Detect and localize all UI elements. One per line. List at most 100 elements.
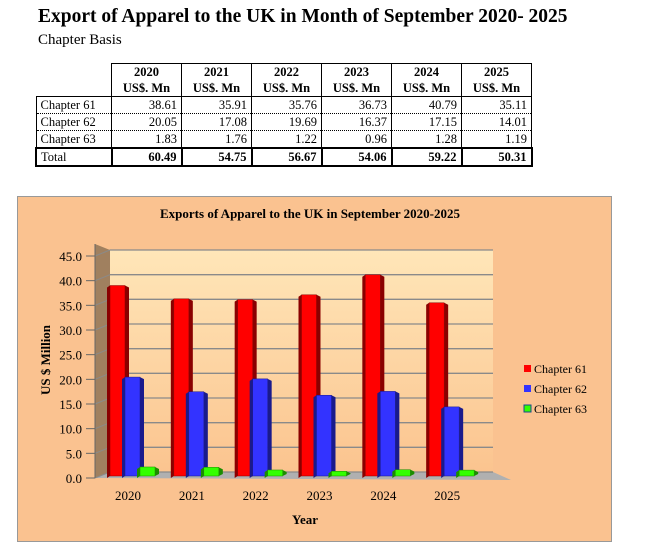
- bar-side: [140, 377, 144, 476]
- unit-label: US$. Mn: [192, 81, 241, 95]
- unit-label: US$. Mn: [402, 81, 451, 95]
- bar-side: [249, 378, 253, 478]
- row-label: Chapter 61: [35, 96, 112, 114]
- x-tick-label: 2022: [243, 488, 269, 503]
- row-label: Total: [35, 147, 113, 167]
- bar-side: [410, 469, 415, 476]
- y-tick-label: 25.0: [59, 348, 82, 363]
- y-tick-label: 35.0: [59, 298, 82, 313]
- table-cell: 56.67: [250, 147, 323, 167]
- bar-chapter-63: [203, 467, 220, 477]
- bar-side: [331, 395, 336, 476]
- bar-side: [155, 466, 159, 476]
- table-row: Chapter 62 20.05 17.08 19.69 16.37 17.15 14.01: [35, 113, 532, 131]
- table-row: Total 60.49 54.75 56.67 54.06 59.22 50.31: [35, 147, 533, 167]
- table-cell: 50.31: [460, 147, 533, 167]
- year-label: 2020: [134, 65, 159, 79]
- x-tick-label: 2023: [307, 488, 333, 503]
- page-title: Export of Apparel to the UK in Month of …: [38, 6, 568, 27]
- row-label: Chapter 62: [35, 113, 112, 131]
- bar-side: [137, 466, 140, 478]
- legend-swatch: [524, 385, 531, 392]
- bar-side: [170, 298, 174, 478]
- year-header: 2025 US$. Mn: [461, 63, 532, 97]
- year-label: 2024: [414, 65, 439, 79]
- bar-side: [234, 299, 238, 478]
- bar-side: [282, 469, 287, 476]
- table-cell: 20.05: [111, 113, 182, 131]
- bar-chapter-63: [139, 466, 156, 477]
- bar-chapter-63: [331, 471, 347, 477]
- table-cell: 59.22: [390, 147, 463, 167]
- table-cell: 36.73: [321, 96, 392, 114]
- y-tick-label: 45.0: [59, 249, 82, 264]
- bar-side: [474, 470, 479, 476]
- bar-side: [362, 274, 366, 478]
- side-wall: [95, 244, 110, 478]
- bar-side: [456, 470, 460, 478]
- y-tick-label: 40.0: [59, 274, 82, 289]
- y-tick-label: 30.0: [59, 323, 82, 338]
- bar-side: [426, 302, 430, 478]
- bar-side: [218, 467, 223, 476]
- bar-chapter-63: [267, 469, 283, 477]
- bar-chapter-62: [316, 394, 332, 477]
- bar-chapter-61: [173, 298, 190, 477]
- chart-title: Exports of Apparel to the UK in Septembe…: [160, 206, 460, 221]
- year-label: 2022: [274, 65, 299, 79]
- bar-chapter-62: [380, 391, 396, 477]
- year-label: 2025: [484, 65, 509, 79]
- legend-label: Chapter 63: [534, 402, 587, 416]
- year-header: 2020 US$. Mn: [111, 63, 182, 97]
- table-cell: 35.76: [251, 96, 322, 114]
- unit-label: US$. Mn: [262, 81, 311, 95]
- bar-side: [185, 391, 189, 478]
- table-row: Chapter 61 38.61 35.91 35.76 36.73 40.79 35.11: [35, 96, 532, 114]
- gridline-side: [94, 274, 111, 282]
- bar-chapter-61: [365, 274, 381, 477]
- bar-chapter-62: [252, 378, 268, 477]
- bar-side: [377, 391, 381, 478]
- x-tick-label: 2025: [434, 488, 460, 503]
- bar-chapter-63: [395, 469, 411, 477]
- bar-chapter-62: [188, 391, 205, 477]
- unit-label: US$. Mn: [332, 81, 381, 95]
- table-cell: 54.06: [320, 147, 393, 167]
- y-tick-label: 20.0: [59, 372, 82, 387]
- year-header: 2021 US$. Mn: [181, 63, 252, 97]
- table-cell: 60.49: [110, 147, 183, 167]
- bar-side: [346, 471, 351, 476]
- table-cell: 17.15: [391, 113, 462, 131]
- unit-label: US$. Mn: [122, 81, 171, 95]
- export-table: 2020 US$. Mn 2021 US$. Mn 2022 US$. Mn 2023 US$…: [35, 63, 533, 167]
- unit-label: US$. Mn: [472, 81, 521, 95]
- bar-side: [200, 467, 204, 478]
- bar-side: [313, 395, 317, 478]
- bar-side: [441, 406, 445, 478]
- y-tick-label: 0.0: [66, 471, 82, 486]
- bar-chapter-61: [301, 294, 317, 477]
- bar-chapter-62: [124, 376, 141, 477]
- bar-side: [392, 469, 396, 478]
- legend-swatch: [524, 365, 531, 372]
- y-tick-label: 5.0: [66, 446, 82, 461]
- year-label: 2021: [204, 65, 229, 79]
- y-axis-label: US $ Million: [38, 324, 53, 395]
- bar-side: [298, 294, 302, 478]
- legend-swatch: [523, 404, 532, 413]
- table-cell: 35.91: [181, 96, 252, 114]
- x-tick-label: 2021: [179, 488, 205, 503]
- y-tick-label: 15.0: [59, 397, 82, 412]
- x-tick-label: 2024: [370, 488, 397, 503]
- legend-label: Chapter 62: [534, 382, 587, 396]
- bar-side: [328, 471, 332, 478]
- bar-chapter-61: [428, 302, 445, 477]
- page-subtitle: Chapter Basis: [38, 32, 122, 48]
- table-cell: 38.61: [111, 96, 182, 114]
- bar-side: [395, 391, 400, 476]
- legend: Chapter 61 Chapter 62 Chapter 63: [523, 362, 587, 416]
- table-cell: 35.11: [461, 96, 532, 114]
- bar-side: [107, 285, 110, 478]
- bar-side: [267, 378, 272, 476]
